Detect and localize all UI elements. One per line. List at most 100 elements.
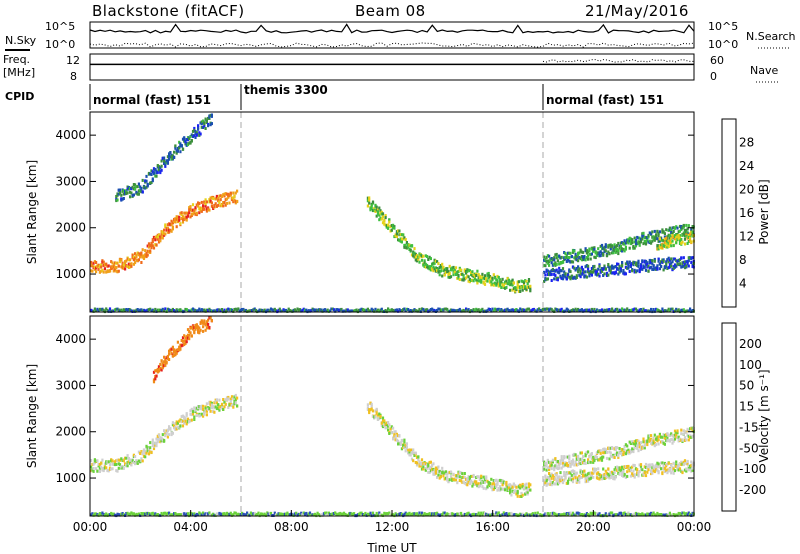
scatter-cell xyxy=(571,276,575,280)
scatter-cell xyxy=(157,437,161,441)
scatter-cell xyxy=(687,468,690,472)
scatter-cell xyxy=(140,186,143,190)
scatter-cell xyxy=(122,263,125,267)
scatter-cell xyxy=(234,511,237,515)
scatter-cell xyxy=(571,469,575,473)
scatter-cell xyxy=(204,409,207,413)
scatter-cell xyxy=(611,266,614,270)
scatter-cell xyxy=(383,419,386,423)
scatter-cell xyxy=(449,470,453,474)
scatter-cell xyxy=(215,407,218,411)
scatter-cell xyxy=(558,478,561,482)
scatter-cell xyxy=(220,513,224,517)
scatter-cell xyxy=(98,470,101,473)
scatter-cell xyxy=(689,307,692,311)
scatter-cell xyxy=(374,415,377,419)
scatter-cell xyxy=(676,468,679,471)
scatter-cell xyxy=(106,468,109,472)
scatter-cell xyxy=(415,258,419,262)
scatter-cell xyxy=(651,267,654,271)
scatter-cell xyxy=(141,190,144,194)
scatter-cell xyxy=(413,512,416,516)
scatter-cell xyxy=(156,170,159,174)
scatter-cell xyxy=(407,245,410,249)
scatter-cell xyxy=(115,463,118,466)
scatter-cell xyxy=(388,432,391,435)
scatter-cell xyxy=(427,464,430,468)
scatter-cell xyxy=(463,512,466,516)
scatter-cell xyxy=(400,237,403,241)
scatter-cell xyxy=(164,432,167,436)
scatter-cell xyxy=(487,307,490,311)
scatter-cell xyxy=(100,308,103,312)
scatter-cell xyxy=(661,245,664,249)
scatter-cell xyxy=(439,471,442,475)
scatter-cell xyxy=(678,258,682,262)
scatter-cell xyxy=(277,308,280,312)
scatter-cell xyxy=(156,164,159,167)
scatter-cell xyxy=(650,472,653,476)
scatter-cell xyxy=(657,435,660,439)
scatter-cell xyxy=(163,355,166,359)
scatter-cell xyxy=(509,309,512,313)
scatter-cell xyxy=(443,268,446,272)
colorbar-tick-label: 200 xyxy=(739,337,762,351)
scatter-cell xyxy=(529,483,532,487)
scatter-cell xyxy=(516,491,519,495)
scatter-cell xyxy=(428,309,431,313)
scatter-cell xyxy=(373,513,376,517)
scatter-cell xyxy=(155,174,158,178)
scatter-cell xyxy=(244,513,247,517)
scatter-cell xyxy=(393,235,396,239)
scatter-cell xyxy=(607,245,610,249)
scatter-cell xyxy=(662,513,665,517)
scatter-cell xyxy=(181,343,185,347)
scatter-cell xyxy=(159,239,162,243)
scatter-cell xyxy=(609,454,612,458)
scatter-cell xyxy=(538,307,541,311)
scatter-cell xyxy=(432,462,435,466)
scatter-cell xyxy=(383,218,386,222)
scatter-cell xyxy=(102,467,105,471)
scatter-cell xyxy=(194,327,197,331)
scatter-cell xyxy=(646,440,649,444)
scatter-cell xyxy=(224,203,227,207)
scatter-cell xyxy=(677,466,680,470)
scatter-cell xyxy=(509,483,512,487)
scatter-cell xyxy=(642,513,645,517)
scatter-cell xyxy=(184,140,187,144)
scatter-cell xyxy=(566,308,570,312)
scatter-cell xyxy=(142,448,146,452)
scatter-cell xyxy=(168,222,171,226)
scatter-cell xyxy=(234,199,237,203)
scatter-cell xyxy=(433,267,436,271)
scatter-cell xyxy=(169,155,172,159)
scatter-cell xyxy=(465,269,468,273)
scatter-cell xyxy=(600,475,604,479)
scatter-cell xyxy=(590,473,593,477)
scatter-cell xyxy=(509,491,512,495)
scatter-cell xyxy=(663,442,666,446)
scatter-cell xyxy=(195,326,198,330)
scatter-cell xyxy=(439,475,442,479)
scatter-cell xyxy=(587,309,590,313)
scatter-cell xyxy=(293,512,296,516)
scatter-cell xyxy=(549,460,552,464)
scatter-cell xyxy=(403,438,406,442)
scatter-cell xyxy=(205,209,208,213)
scatter-cell xyxy=(600,243,604,247)
scatter-cell xyxy=(384,423,387,427)
scatter-cell xyxy=(639,465,643,468)
scatter-cell xyxy=(522,308,526,312)
scatter-cell xyxy=(517,513,520,517)
scatter-cell xyxy=(229,397,232,401)
scatter-cell xyxy=(387,225,390,229)
scatter-cell xyxy=(409,453,412,457)
scatter-cell xyxy=(571,248,575,252)
scatter-cell xyxy=(424,466,427,470)
scatter-cell xyxy=(195,512,198,516)
scatter-cell xyxy=(407,451,410,455)
scatter-cell xyxy=(112,461,115,465)
scatter-cell xyxy=(137,512,140,516)
scatter-cell xyxy=(555,308,558,312)
